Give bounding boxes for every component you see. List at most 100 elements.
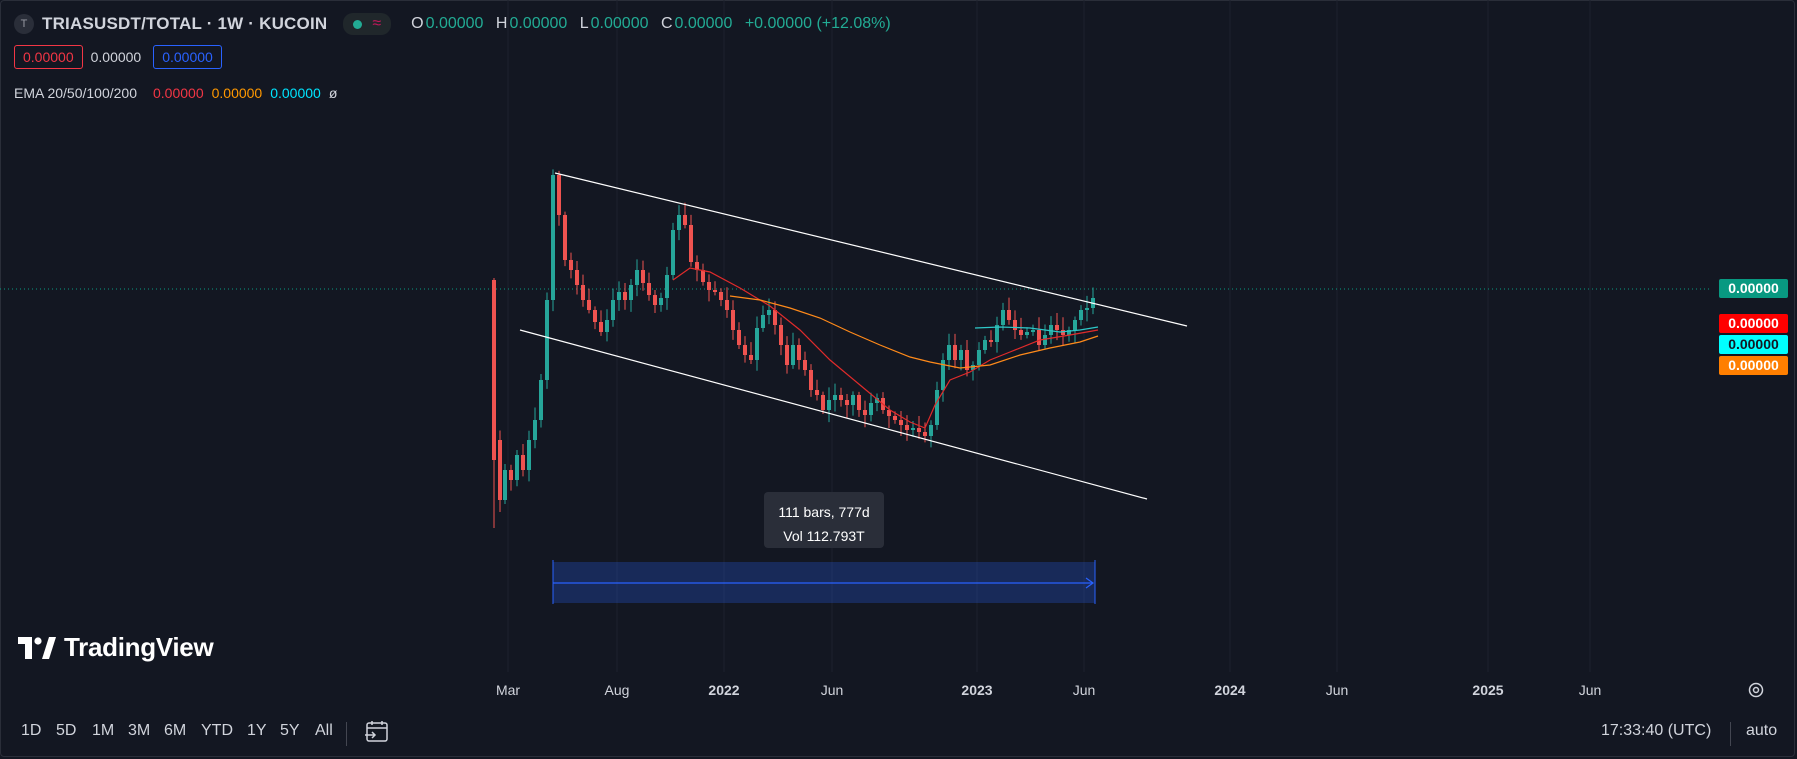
candle-body [1037, 330, 1041, 345]
candle-body [977, 350, 981, 365]
low-value: 0.00000 [590, 15, 649, 32]
candle-body [959, 350, 963, 360]
data-wave-icon: ≈ [372, 15, 382, 32]
candle-body [713, 290, 717, 292]
time-axis-label: Aug [604, 682, 630, 698]
ema-legend: EMA 20/50/100/200 0.00000 0.00000 0.0000… [14, 85, 337, 101]
candle-body [731, 310, 735, 330]
candle-body [515, 455, 519, 480]
range-button-1m[interactable]: 1M [92, 722, 115, 739]
candle-body [755, 328, 759, 360]
range-button-6m[interactable]: 6M [164, 722, 187, 739]
candle-body [1055, 325, 1059, 330]
symbol-title[interactable]: TRIASUSDT/TOTAL · 1W · KUCOIN [42, 14, 328, 33]
candle-body [809, 370, 813, 390]
range-button-5d[interactable]: 5D [56, 722, 77, 739]
toolbar-separator [346, 722, 347, 746]
candle-body [827, 400, 831, 410]
candle-body [665, 275, 669, 298]
market-open-dot-icon [353, 19, 363, 29]
candle-body [899, 420, 903, 425]
range-button-1d[interactable]: 1D [21, 722, 42, 739]
candle-body [557, 175, 561, 215]
range-button-3m[interactable]: 3M [128, 722, 151, 739]
range-button-all[interactable]: All [315, 722, 333, 739]
candle-body [785, 345, 789, 365]
ema20-price-tag: 0.00000 [1719, 314, 1788, 333]
calendar-goto-icon[interactable] [364, 720, 390, 744]
candle-body [923, 432, 927, 436]
candle-body [821, 395, 825, 410]
candle-body [503, 470, 507, 500]
tradingview-watermark[interactable]: TradingView [18, 632, 214, 663]
candle-body [671, 230, 675, 275]
candle-body [701, 270, 705, 282]
candle-body [869, 403, 873, 415]
market-status-pill[interactable]: ≈ [343, 13, 392, 35]
date-range-arrow-head-icon [1085, 577, 1095, 589]
open-key: O [411, 15, 424, 32]
time-axis-label: Jun [820, 682, 844, 698]
candle-body [653, 295, 657, 305]
tradingview-wordmark: TradingView [64, 632, 214, 662]
ema50-price-tag: 0.00000 [1719, 356, 1788, 375]
candle-body [509, 470, 513, 480]
symbol-legend: T TRIASUSDT/TOTAL · 1W · KUCOIN ≈ O 0.000… [14, 13, 899, 35]
candle-body [707, 282, 711, 290]
ema-label[interactable]: EMA 20/50/100/200 [14, 85, 137, 101]
candle-body [617, 292, 621, 300]
candle-body [839, 395, 843, 400]
sell-price-box[interactable]: 0.00000 [14, 45, 83, 69]
candle-body [863, 410, 867, 415]
upper-trendline [554, 172, 1188, 327]
measure-bars-text: 111 bars, 777d [778, 504, 870, 520]
ema200-empty-value: ø [328, 85, 338, 101]
candle-body [545, 300, 549, 380]
utc-clock[interactable]: 17:33:40 (UTC) [1601, 722, 1712, 739]
range-button-1y[interactable]: 1Y [247, 722, 267, 739]
candle-body [911, 428, 915, 430]
candle-body [845, 400, 849, 405]
candle-body [635, 270, 639, 285]
settings-gear-icon[interactable] [1747, 681, 1765, 699]
candle-body [1085, 308, 1089, 310]
candle-body [677, 215, 681, 230]
candle-body [743, 345, 747, 355]
time-axis-label: Jun [1578, 682, 1602, 698]
candle-body [569, 260, 573, 270]
candle-body [689, 225, 693, 262]
change-value: +0.00000 (+12.08%) [744, 15, 891, 32]
candle-body [767, 310, 771, 315]
time-axis-label: Jun [1072, 682, 1096, 698]
candle-body [659, 298, 663, 305]
auto-scale-button[interactable]: auto [1746, 722, 1778, 739]
candle-body [905, 425, 909, 430]
buy-price-box[interactable]: 0.00000 [153, 45, 222, 69]
candle-body [587, 300, 591, 310]
ema100-value: 0.00000 [270, 85, 321, 101]
candle-body [1067, 330, 1071, 335]
candle-body [797, 345, 801, 360]
candle-body [611, 300, 615, 320]
candle-body [695, 262, 699, 270]
time-axis-label: 2022 [708, 682, 740, 698]
time-axis-label: Mar [495, 682, 521, 698]
ema100-price-tag: 0.00000 [1719, 335, 1788, 354]
time-axis-label: Jun [1325, 682, 1349, 698]
candle-body [989, 340, 993, 342]
high-value: 0.00000 [509, 15, 568, 32]
time-axis-label: 2023 [961, 682, 993, 698]
range-button-5y[interactable]: 5Y [280, 722, 300, 739]
range-button-ytd[interactable]: YTD [201, 722, 233, 739]
candle-body [683, 215, 687, 225]
candle-body [803, 360, 807, 370]
time-axis-label: 2025 [1472, 682, 1504, 698]
candle-body [623, 292, 627, 300]
candle-body [995, 325, 999, 342]
low-key: L [579, 15, 589, 32]
candle-body [983, 340, 987, 350]
candle-body [971, 365, 975, 370]
candle-body [965, 350, 969, 370]
